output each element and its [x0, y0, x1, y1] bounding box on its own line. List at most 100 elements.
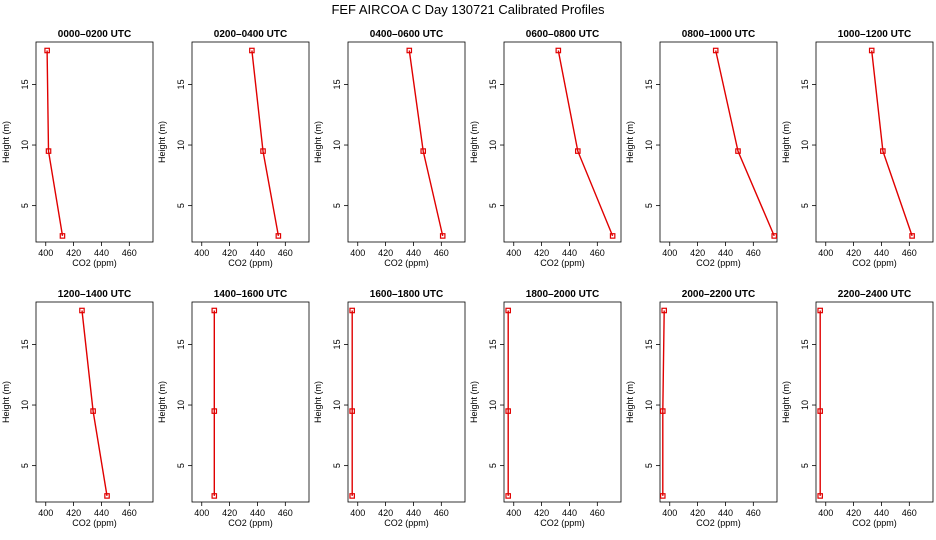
x-axis-label: CO2 (ppm)	[384, 518, 429, 528]
y-tick-label: 10	[20, 400, 30, 410]
profile-point	[909, 233, 915, 239]
x-tick-label: 420	[378, 248, 393, 258]
y-axis-label: Height (m)	[625, 121, 635, 163]
x-axis-label: CO2 (ppm)	[852, 518, 897, 528]
x-tick-label: 420	[690, 508, 705, 518]
x-tick-label: 440	[94, 508, 109, 518]
profile-panel: 1000–1200 UTC 400 420 440 460 5 10 15 CO2 (ppm) H…	[781, 29, 934, 268]
x-axis-label: CO2 (ppm)	[228, 518, 273, 528]
profile-panel: 0400–0600 UTC 400 420 440 460 5 10 15 CO2 (ppm) H…	[313, 29, 466, 268]
x-tick-label: 440	[94, 248, 109, 258]
y-tick-label: 5	[20, 463, 30, 468]
panels-container: 0000–0200 UTC 400 420 440 460 5 10 15 CO2 (ppm) H…	[1, 29, 934, 528]
profile-point	[661, 307, 667, 314]
y-tick-label: 10	[644, 140, 654, 150]
plot-frame	[503, 41, 622, 243]
profile-line	[557, 50, 614, 237]
x-tick-label: 420	[66, 508, 81, 518]
y-tick-label: 10	[488, 140, 498, 150]
x-tick-label: 460	[434, 508, 449, 518]
profile-line	[715, 50, 775, 237]
y-tick-label: 10	[332, 140, 342, 150]
profile-line	[251, 50, 280, 237]
plot-frame	[191, 301, 310, 503]
profile-point	[420, 148, 427, 154]
x-tick-label: 440	[874, 248, 889, 258]
profile-point	[575, 148, 581, 154]
y-tick-label: 5	[20, 203, 30, 208]
x-tick-label: 460	[590, 508, 605, 518]
y-tick-label: 10	[176, 140, 186, 150]
profile-point	[712, 47, 719, 54]
profile-point	[45, 148, 52, 154]
y-tick-label: 10	[332, 400, 342, 410]
x-tick-label: 420	[690, 248, 705, 258]
plot-frame	[347, 301, 466, 503]
profile-point	[260, 148, 266, 154]
profile-point	[735, 148, 741, 154]
y-axis-label: Height (m)	[157, 381, 167, 423]
x-tick-label: 440	[406, 248, 421, 258]
profile-panel: 0600–0800 UTC 400 420 440 460 5 10 15 CO2 (ppm) H…	[469, 29, 622, 268]
y-tick-label: 15	[332, 79, 342, 89]
y-tick-label: 5	[176, 463, 186, 468]
plot-frame	[347, 41, 466, 243]
x-tick-label: 440	[406, 508, 421, 518]
profile-panel: 1800–2000 UTC 400 420 440 460 5 10 15 CO2 (ppm) H…	[469, 289, 622, 528]
profile-point	[44, 47, 50, 54]
profile-point	[90, 408, 96, 414]
x-tick-label: 440	[250, 508, 265, 518]
profile-line	[81, 310, 108, 497]
y-axis-label: Height (m)	[1, 381, 11, 423]
profile-point	[211, 307, 218, 314]
profile-point	[817, 408, 823, 414]
profile-point	[104, 493, 110, 499]
plot-frame	[503, 301, 622, 503]
y-tick-label: 15	[488, 79, 498, 89]
y-tick-label: 5	[332, 203, 342, 208]
profile-point	[817, 493, 823, 499]
x-tick-label: 460	[278, 508, 293, 518]
panel-title: 1800–2000 UTC	[526, 289, 599, 300]
x-tick-label: 460	[122, 508, 137, 518]
x-tick-label: 460	[590, 248, 605, 258]
y-tick-label: 10	[20, 140, 30, 150]
profile-point	[505, 408, 511, 414]
x-tick-label: 440	[874, 508, 889, 518]
profile-point	[505, 307, 511, 314]
x-axis-label: CO2 (ppm)	[696, 258, 741, 268]
y-tick-label: 5	[800, 203, 810, 208]
y-tick-label: 5	[332, 463, 342, 468]
x-tick-label: 400	[662, 248, 677, 258]
x-tick-label: 460	[122, 248, 137, 258]
y-tick-label: 5	[176, 203, 186, 208]
y-tick-label: 15	[800, 79, 810, 89]
profile-point	[59, 233, 66, 239]
panel-title: 0200–0400 UTC	[214, 29, 287, 40]
plot-frame	[35, 41, 154, 243]
x-tick-label: 420	[222, 248, 237, 258]
y-axis-label: Height (m)	[1, 121, 11, 163]
x-tick-label: 400	[506, 248, 521, 258]
panel-title: 0400–0600 UTC	[370, 29, 443, 40]
profile-point	[249, 47, 255, 54]
x-tick-label: 440	[562, 248, 577, 258]
y-axis-label: Height (m)	[157, 121, 167, 163]
y-tick-label: 10	[800, 140, 810, 150]
y-tick-label: 10	[800, 400, 810, 410]
x-tick-label: 420	[846, 508, 861, 518]
x-axis-label: CO2 (ppm)	[72, 518, 117, 528]
x-axis-label: CO2 (ppm)	[852, 258, 897, 268]
plot-frame	[815, 41, 934, 243]
profile-point	[659, 408, 666, 414]
profile-point	[79, 307, 85, 314]
y-tick-label: 15	[644, 79, 654, 89]
x-tick-label: 420	[378, 508, 393, 518]
plot-frame	[659, 301, 778, 503]
x-tick-label: 460	[902, 248, 917, 258]
x-tick-label: 420	[222, 508, 237, 518]
x-tick-label: 400	[818, 508, 833, 518]
y-axis-label: Height (m)	[469, 121, 479, 163]
profile-panel: 0800–1000 UTC 400 420 440 460 5 10 15 CO2 (ppm) H…	[625, 29, 778, 268]
plot-frame	[659, 41, 778, 243]
